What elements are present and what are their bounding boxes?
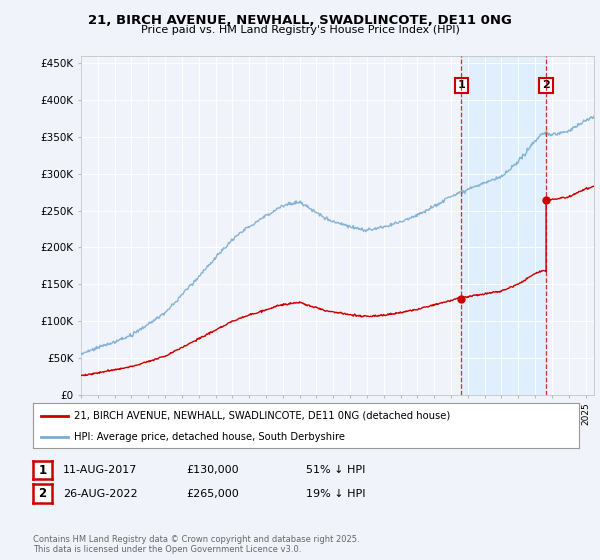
Text: 21, BIRCH AVENUE, NEWHALL, SWADLINCOTE, DE11 0NG: 21, BIRCH AVENUE, NEWHALL, SWADLINCOTE, …	[88, 14, 512, 27]
Text: Price paid vs. HM Land Registry's House Price Index (HPI): Price paid vs. HM Land Registry's House …	[140, 25, 460, 35]
Text: 51% ↓ HPI: 51% ↓ HPI	[306, 465, 365, 475]
Text: 1: 1	[457, 81, 465, 91]
Bar	[461, 56, 546, 395]
Text: £130,000: £130,000	[186, 465, 239, 475]
Text: 2: 2	[38, 487, 47, 500]
Text: 21, BIRCH AVENUE, NEWHALL, SWADLINCOTE, DE11 0NG (detached house): 21, BIRCH AVENUE, NEWHALL, SWADLINCOTE, …	[74, 410, 450, 421]
Text: 1: 1	[38, 464, 47, 477]
Text: 26-AUG-2022: 26-AUG-2022	[63, 489, 137, 499]
Text: HPI: Average price, detached house, South Derbyshire: HPI: Average price, detached house, Sout…	[74, 432, 345, 442]
Text: £265,000: £265,000	[186, 489, 239, 499]
Text: Contains HM Land Registry data © Crown copyright and database right 2025.
This d: Contains HM Land Registry data © Crown c…	[33, 535, 359, 554]
Text: 11-AUG-2017: 11-AUG-2017	[63, 465, 137, 475]
Text: 2: 2	[542, 81, 550, 91]
Text: 19% ↓ HPI: 19% ↓ HPI	[306, 489, 365, 499]
